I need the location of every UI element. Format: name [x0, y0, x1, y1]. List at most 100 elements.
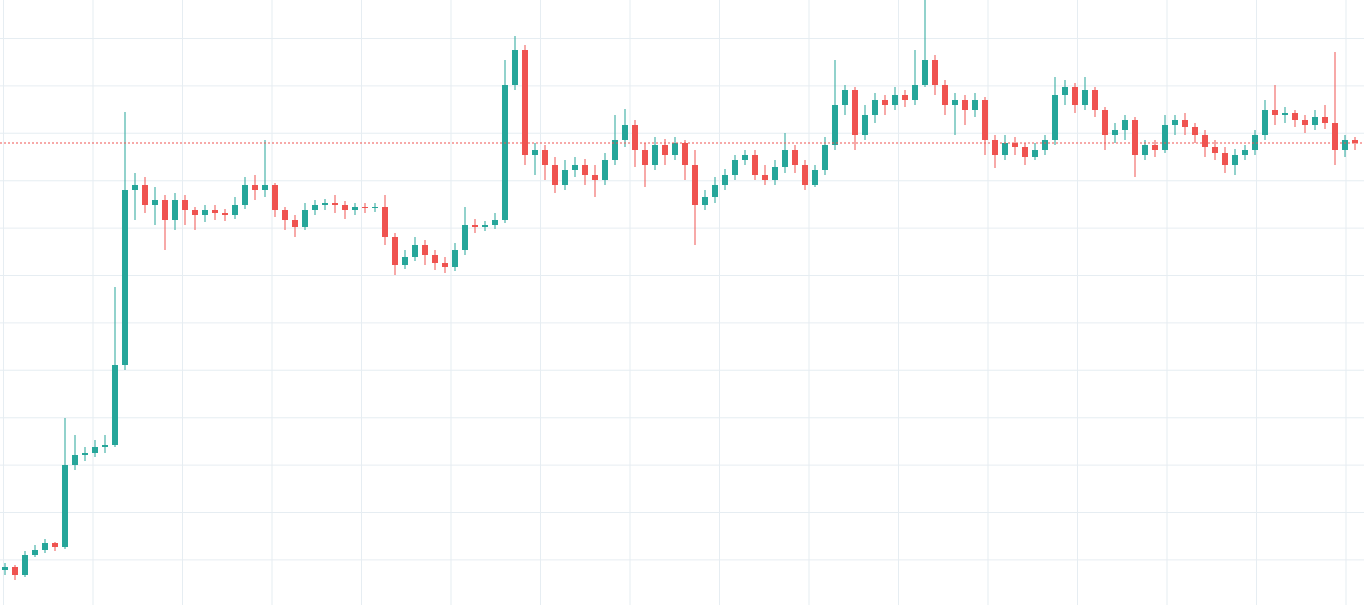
candle-body	[1112, 130, 1118, 135]
candle-body	[342, 205, 348, 210]
candle-body	[652, 145, 658, 165]
candle-body	[602, 160, 608, 180]
candle-body	[1002, 143, 1008, 155]
candle-body	[862, 115, 868, 135]
candle-body	[372, 207, 378, 208]
candle-body	[712, 185, 718, 197]
candle-body	[1202, 135, 1208, 147]
candle-body	[612, 140, 618, 160]
candle-body	[1062, 87, 1068, 95]
candle-body	[382, 207, 388, 237]
candle-body	[512, 50, 518, 85]
candle-body	[212, 210, 218, 213]
candle-body	[552, 165, 558, 185]
candle-body	[1262, 110, 1268, 135]
candle-body	[1162, 125, 1168, 150]
candle-body	[1032, 150, 1038, 157]
candle-body	[242, 185, 248, 205]
candle-body	[1222, 153, 1228, 165]
candle-body	[462, 225, 468, 250]
candle-body	[142, 185, 148, 205]
candle-body	[1272, 110, 1278, 115]
candle-body	[1192, 127, 1198, 135]
candle-body	[682, 143, 688, 165]
candle-body	[632, 125, 638, 150]
candle-body	[1052, 95, 1058, 140]
candle-body	[92, 447, 98, 453]
candle-body	[392, 237, 398, 265]
candle-body	[702, 197, 708, 205]
candle-body	[222, 213, 228, 215]
candle-body	[1332, 123, 1338, 150]
candle-body	[1242, 150, 1248, 155]
candle-body	[2, 567, 8, 570]
candle-body	[52, 543, 58, 547]
candle-body	[922, 60, 928, 85]
candle-body	[842, 90, 848, 105]
candle-body	[852, 90, 858, 135]
candle-body	[972, 100, 978, 110]
candle-body	[22, 555, 28, 575]
candle-body	[302, 210, 308, 227]
candle-body	[472, 225, 478, 227]
candle-body	[1092, 90, 1098, 110]
candle-body	[162, 200, 168, 220]
candle-body	[962, 100, 968, 110]
candle-body	[982, 100, 988, 140]
candle-body	[502, 85, 508, 220]
candle-body	[822, 145, 828, 170]
candle-body	[902, 95, 908, 100]
candle-body	[582, 165, 588, 175]
candle-body	[492, 220, 498, 225]
candle-body	[232, 205, 238, 215]
candle-body	[482, 225, 488, 227]
candle-body	[1232, 155, 1238, 165]
candle-body	[1022, 147, 1028, 157]
candle-body	[1082, 90, 1088, 105]
candle-body	[532, 150, 538, 155]
candle-body	[32, 550, 38, 555]
candle-body	[1122, 120, 1128, 130]
candle-body	[1102, 110, 1108, 135]
candle-body	[1312, 117, 1318, 125]
candle-body	[1212, 147, 1218, 153]
candle-body	[872, 100, 878, 115]
candle-body	[722, 175, 728, 185]
candle-body	[12, 567, 18, 575]
candle-body	[782, 150, 788, 167]
candle-body	[672, 143, 678, 155]
candle-body	[362, 207, 368, 208]
candle-body	[432, 255, 438, 263]
candle-body	[332, 203, 338, 205]
candle-body	[42, 543, 48, 550]
candle-body	[1352, 140, 1358, 143]
candle-body	[152, 200, 158, 205]
candle-body	[1302, 120, 1308, 125]
candle-body	[292, 220, 298, 227]
candle-body	[772, 167, 778, 180]
candle-body	[762, 175, 768, 180]
candle-body	[992, 140, 998, 155]
candle-body	[1182, 120, 1188, 127]
candle-body	[1132, 120, 1138, 155]
candle-body	[522, 50, 528, 155]
candle-body	[132, 185, 138, 190]
candle-body	[732, 160, 738, 175]
candle-body	[1012, 143, 1018, 147]
candle-body	[1282, 113, 1288, 115]
candle-body	[282, 210, 288, 220]
candle-body	[892, 95, 898, 105]
candle-body	[112, 365, 118, 445]
candle-body	[1042, 140, 1048, 150]
candle-body	[642, 150, 648, 165]
candle-body	[662, 145, 668, 155]
candle-body	[252, 185, 258, 190]
candle-body	[422, 245, 428, 255]
candle-body	[912, 85, 918, 100]
candle-body	[82, 453, 88, 455]
candle-body	[802, 165, 808, 185]
candle-body	[102, 445, 108, 447]
candle-body	[1152, 145, 1158, 150]
candle-body	[442, 263, 448, 267]
